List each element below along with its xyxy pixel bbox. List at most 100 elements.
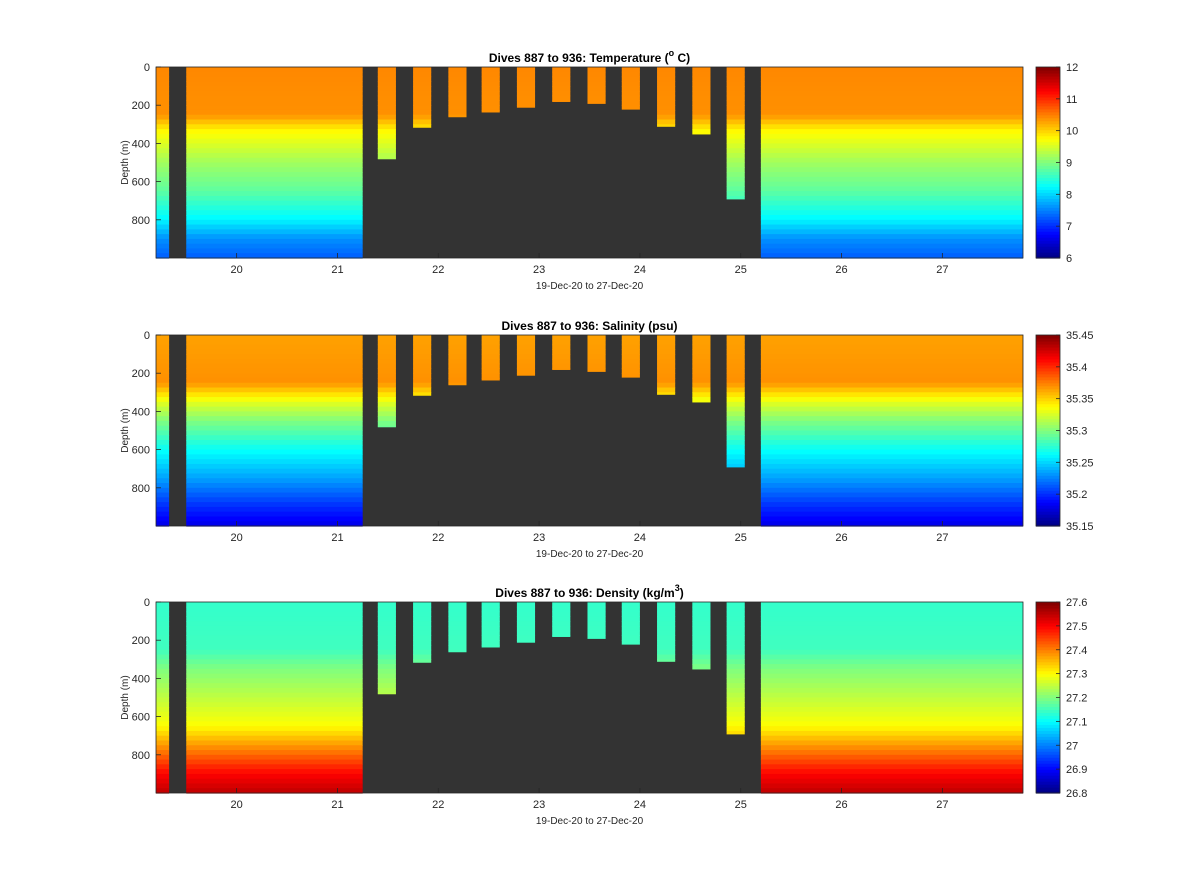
- colorbar-segment: [1036, 763, 1060, 767]
- heatmap-cell: [377, 119, 396, 125]
- colorbar-tick-label: 7: [1066, 221, 1072, 233]
- dive-column: [516, 67, 536, 108]
- heatmap-cell: [156, 124, 170, 130]
- heatmap-cell: [552, 630, 571, 637]
- heatmap-cell: [760, 253, 1023, 259]
- heatmap-cell: [186, 162, 363, 168]
- colorbar-segment: [1036, 682, 1060, 687]
- heatmap-cell: [448, 382, 467, 386]
- heatmap-cell: [186, 435, 363, 441]
- heatmap-cell: [186, 90, 363, 97]
- heatmap-cell: [413, 602, 432, 608]
- heatmap-cell: [760, 621, 1023, 627]
- heatmap-cell: [760, 654, 1023, 660]
- heatmap-cell: [692, 354, 711, 360]
- heatmap-cell: [156, 335, 170, 341]
- heatmap-cell: [448, 602, 467, 608]
- heatmap-cell: [186, 205, 363, 211]
- colorbar-segment: [1036, 177, 1060, 182]
- colorbar-tick-label: 35.15: [1066, 521, 1094, 533]
- heatmap-cell: [377, 602, 396, 608]
- heatmap-cell: [156, 430, 170, 436]
- colorbar-segment: [1036, 168, 1060, 173]
- heatmap-cell: [413, 635, 432, 641]
- heatmap-cell: [726, 133, 745, 140]
- heatmap-cell: [413, 616, 432, 622]
- colorbar-segment: [1036, 237, 1060, 241]
- heatmap-cell: [516, 602, 536, 608]
- heatmap-cell: [448, 649, 467, 653]
- heatmap-cell: [448, 344, 467, 350]
- heatmap-cell: [516, 339, 536, 346]
- heatmap-cell: [760, 716, 1023, 722]
- heatmap-cell: [156, 764, 170, 770]
- heatmap-cell: [760, 435, 1023, 441]
- colorbar-segment: [1036, 171, 1060, 176]
- y-tick-label: 0: [144, 597, 150, 609]
- colorbar-segment: [1036, 84, 1060, 89]
- heatmap-cell: [186, 735, 363, 742]
- heatmap-cell: [692, 349, 711, 355]
- y-tick-label: 600: [132, 712, 150, 724]
- heatmap-cell: [760, 234, 1023, 240]
- colorbar-segment: [1036, 472, 1060, 476]
- heatmap-cell: [156, 411, 170, 417]
- heatmap-cell: [377, 86, 396, 92]
- colorbar-segment: [1036, 150, 1060, 155]
- heatmap-cell: [413, 644, 432, 651]
- heatmap-cell: [692, 397, 711, 403]
- heatmap-cell: [692, 611, 711, 617]
- heatmap-cell: [156, 511, 170, 518]
- heatmap-cell: [186, 673, 363, 679]
- heatmap-cell: [692, 86, 711, 92]
- heatmap-cell: [156, 387, 170, 393]
- heatmap-cell: [726, 430, 745, 436]
- heatmap-cell: [516, 90, 536, 97]
- x-tick-label: 22: [432, 532, 444, 544]
- heatmap-cell: [760, 506, 1023, 513]
- colorbar-segment: [1036, 105, 1060, 110]
- colorbar-segment: [1036, 634, 1060, 639]
- heatmap-cell: [692, 664, 711, 670]
- heatmap-cell: [481, 86, 500, 92]
- heatmap-cell: [587, 339, 606, 346]
- heatmap-cell: [186, 335, 363, 341]
- heatmap-cell: [657, 654, 676, 660]
- heatmap-cell: [621, 640, 640, 645]
- colorbar-segment: [1036, 496, 1060, 500]
- heatmap-cell: [760, 392, 1023, 398]
- heatmap-cell: [377, 649, 396, 656]
- heatmap-cell: [657, 100, 676, 106]
- heatmap-cell: [186, 659, 363, 665]
- heatmap-cell: [516, 100, 536, 106]
- heatmap-cell: [726, 644, 745, 651]
- heatmap-cell: [760, 463, 1023, 470]
- heatmap-cell: [448, 339, 467, 346]
- heatmap-cell: [760, 210, 1023, 216]
- dive-column: [481, 602, 500, 648]
- heatmap-cell: [377, 625, 396, 632]
- heatmap-cell: [413, 392, 432, 396]
- colorbar-segment: [1036, 72, 1060, 77]
- colorbar-segment: [1036, 637, 1060, 642]
- heatmap-cell: [760, 397, 1023, 403]
- heatmap-cell: [621, 630, 640, 637]
- heatmap-cell: [726, 420, 745, 427]
- heatmap-cell: [156, 392, 170, 398]
- heatmap-cell: [657, 635, 676, 641]
- heatmap-cell: [186, 602, 363, 608]
- colorbar-segment: [1036, 349, 1060, 354]
- heatmap-cell: [186, 200, 363, 207]
- heatmap-cell: [377, 76, 396, 82]
- heatmap-cell: [186, 783, 363, 789]
- heatmap-cell: [156, 492, 170, 498]
- heatmap-cell: [377, 611, 396, 617]
- colorbar-segment: [1036, 475, 1060, 479]
- heatmap-cell: [726, 119, 745, 125]
- colorbar-segment: [1036, 502, 1060, 506]
- heatmap-cell: [481, 76, 500, 82]
- heatmap-cell: [156, 449, 170, 455]
- heatmap-cell: [481, 621, 500, 627]
- x-tick-label: 23: [533, 532, 545, 544]
- heatmap-cell: [413, 649, 432, 656]
